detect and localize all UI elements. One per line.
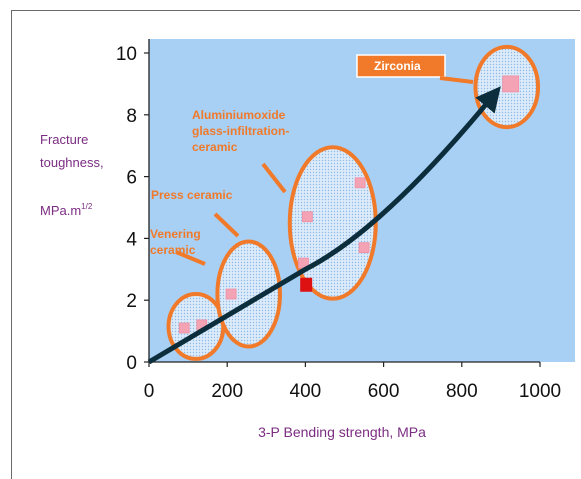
ellipse-group-1 [215,239,282,349]
y-axis-label-line-1: Fracture [40,132,88,147]
group-label-0-line-1: ceramic [150,243,196,257]
x-tick-label-0: 0 [144,381,155,402]
x-tick-label-1: 200 [211,381,243,402]
ellipse-group-2 [287,145,378,301]
y-axis-label-superscript: 1/2 [81,202,93,211]
group-label-0-line-0: Venering [150,227,201,241]
highlight-point [300,277,313,292]
x-tick-label-4: 800 [446,381,478,402]
data-point-g2-0 [301,211,313,223]
y-tick-label-1: 2 [126,291,137,312]
group-label-2-line-2: ceramic [192,140,238,154]
y-tick-label-2: 4 [126,229,137,250]
x-axis-label: 3-P Bending strength, MPa [258,424,426,440]
data-point-g2-2 [358,242,370,254]
group-leader-line-3 [439,76,474,84]
data-point-g2-1 [354,177,366,189]
y-tick-label-5: 10 [116,44,137,65]
y-axis-label-line-2: toughness, [40,155,104,170]
y-tick-label-4: 8 [126,106,137,127]
data-point-g3-0 [502,75,520,93]
group-leader-line-1 [213,212,240,238]
group-label-3-line-0: Zirconia [374,59,421,73]
data-point-g0-0 [178,322,190,334]
y-tick-label-3: 6 [126,168,137,189]
x-tick-label-2: 400 [290,381,322,402]
y-axis-label-line-3: MPa.m1/2 [40,202,93,218]
group-leader-line-2 [261,162,287,194]
group-label-2-line-1: glass-infiltration- [192,124,289,138]
trend-arrow [147,86,501,365]
group-label-1-line-0: Press ceramic [151,188,233,202]
y-tick-label-0: 0 [126,353,137,374]
x-tick-label-3: 600 [368,381,400,402]
data-point-g1-0 [225,288,237,300]
x-tick-label-5: 1000 [519,381,561,402]
zirconia-label-box [356,54,446,78]
ellipse-group-0 [166,292,226,361]
group-leader-line-0 [175,250,206,266]
figure-frame [11,10,580,479]
group-label-2-line-0: Aluminiumoxide [192,108,286,122]
y-axis-label-unit: MPa.m [40,203,81,218]
